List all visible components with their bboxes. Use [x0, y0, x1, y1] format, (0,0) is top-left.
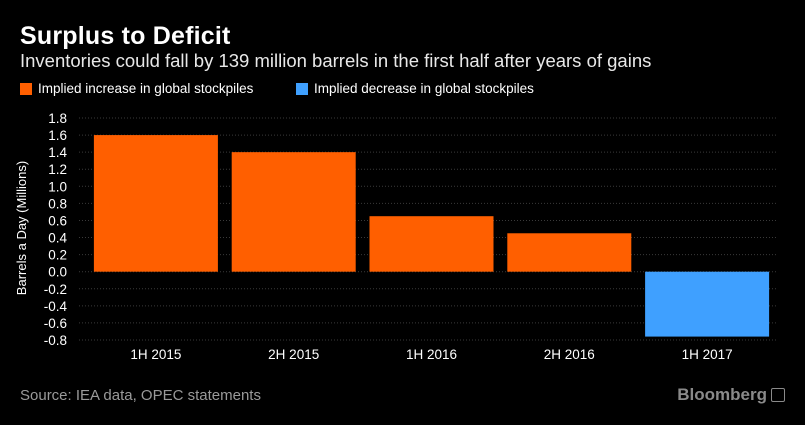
y-axis-label: Barrels a Day (Millions): [14, 161, 29, 295]
legend-swatch-decrease: [296, 82, 308, 95]
legend-label-increase: Implied increase in global stockpiles: [38, 81, 254, 96]
bar-2h-2015: [231, 152, 356, 272]
y-tick-label: 0.8: [48, 196, 67, 211]
y-tick-label: -0.6: [44, 316, 67, 331]
y-tick-label: 0.6: [48, 213, 67, 228]
x-tick-label: 1H 2015: [130, 347, 181, 362]
x-tick-label: 1H 2017: [682, 347, 733, 362]
legend: Implied increase in global stockpiles Im…: [0, 81, 805, 101]
y-tick-label: 1.4: [48, 145, 67, 160]
bar-2h-2016: [507, 233, 632, 272]
bar-1h-2017: [645, 271, 770, 337]
y-tick-label: 1.6: [48, 128, 67, 143]
bloomberg-terminal-icon: [771, 388, 785, 402]
y-axis-ticks: 1.8 1.6 1.4 1.2 1.0 0.8 0.6 0.4 0.2 0.0 -0.2 -0.4 -0…: [44, 111, 68, 348]
y-tick-label: 0.2: [48, 248, 67, 263]
y-tick-label: -0.2: [44, 282, 67, 297]
legend-label-decrease: Implied decrease in global stockpiles: [314, 81, 534, 96]
y-tick-label: 0.0: [48, 265, 67, 280]
y-tick-label: 1.0: [48, 179, 67, 194]
x-tick-label: 2H 2016: [544, 347, 595, 362]
x-tick-label: 1H 2016: [406, 347, 457, 362]
y-tick-label: -0.8: [44, 333, 67, 348]
y-tick-label: 1.8: [48, 111, 67, 126]
chart-subtitle: Inventories could fall by 139 million ba…: [20, 50, 652, 71]
x-tick-label: 2H 2015: [268, 347, 319, 362]
y-tick-label: 0.4: [48, 231, 67, 246]
brand-logo: Bloomberg: [677, 385, 785, 405]
y-tick-label: 1.2: [48, 162, 67, 177]
bars: [93, 135, 770, 337]
chart-title: Surplus to Deficit: [20, 22, 231, 50]
y-tick-label: -0.4: [44, 299, 68, 314]
bar-1h-2016: [369, 216, 494, 272]
legend-item-decrease: Implied decrease in global stockpiles: [296, 81, 534, 96]
legend-item-increase: Implied increase in global stockpiles: [20, 81, 253, 96]
source-note: Source: IEA data, OPEC statements: [20, 387, 261, 404]
legend-swatch-increase: [20, 82, 32, 95]
bar-1h-2015: [93, 135, 218, 272]
x-axis-ticks: 1H 2015 2H 2015 1H 2016 2H 2016 1H 2017: [130, 347, 732, 362]
brand-name: Bloomberg: [677, 385, 767, 404]
